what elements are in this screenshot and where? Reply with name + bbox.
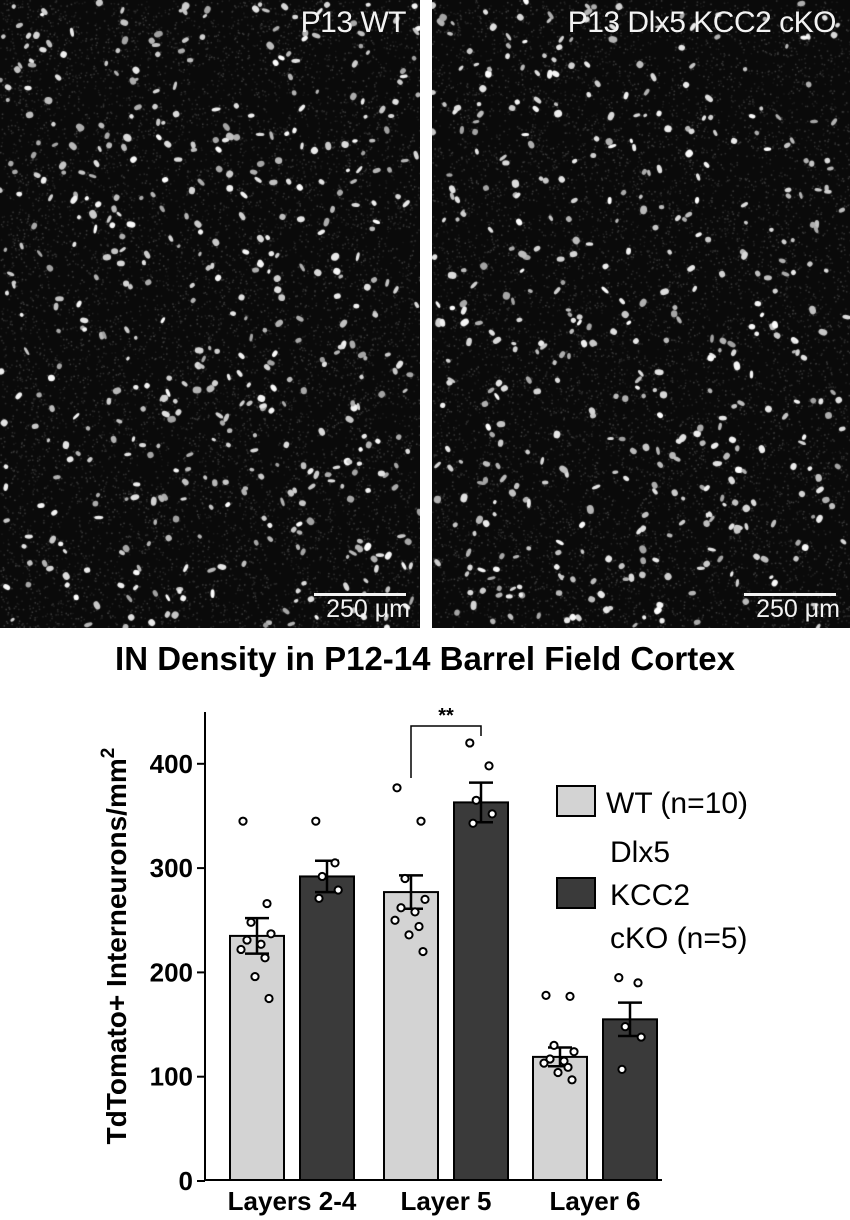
scale-bar-ko-label: 250 μm	[756, 595, 840, 623]
data-point	[484, 761, 494, 771]
data-point	[549, 1040, 559, 1051]
data-point	[314, 893, 324, 903]
y-tick-label: 400	[150, 749, 193, 779]
data-point	[545, 1054, 555, 1064]
data-point	[465, 738, 475, 748]
data-point	[330, 858, 340, 868]
legend-label-cko-line: KCC2	[610, 879, 690, 912]
data-point	[539, 1058, 549, 1068]
data-point	[410, 907, 420, 917]
legend-swatch-wt	[556, 785, 596, 817]
bar-cko	[602, 1018, 658, 1182]
bar-cko	[299, 875, 355, 1181]
data-point	[636, 1032, 646, 1042]
data-point	[565, 991, 575, 1001]
data-point	[242, 935, 252, 945]
data-point	[569, 1047, 579, 1057]
bar-wt	[383, 891, 439, 1181]
significance-stars: **	[438, 705, 454, 727]
data-point	[471, 795, 481, 805]
data-point	[396, 903, 406, 913]
data-point	[262, 898, 272, 909]
scale-bar-wt-label: 250 μm	[326, 595, 410, 623]
y-axis-label-text: TdTomato+ Interneurons/mm	[101, 758, 132, 1144]
scale-bar-ko	[744, 593, 836, 596]
y-tick-label: 300	[150, 853, 193, 883]
data-point	[317, 871, 327, 882]
data-point	[541, 990, 551, 1000]
x-tick-label: Layer 6	[549, 1186, 640, 1216]
data-point	[468, 818, 478, 828]
y-axis-label: TdTomato+ Interneurons/mm2	[98, 748, 132, 1145]
micrograph-ko: P13 Dlx5 KCC2 cKO 250 μm	[432, 0, 850, 628]
micrograph-wt-label: P13 WT	[300, 6, 407, 39]
data-point	[420, 894, 430, 904]
bar-cko	[453, 801, 509, 1181]
data-point	[563, 1062, 573, 1072]
data-point	[567, 1075, 577, 1085]
data-point	[614, 973, 624, 983]
data-point	[256, 939, 266, 949]
x-tick-label: Layer 5	[400, 1186, 491, 1216]
data-point	[238, 816, 248, 826]
data-point	[390, 915, 400, 925]
data-point	[418, 946, 428, 957]
chart-title: IN Density in P12-14 Barrel Field Cortex	[115, 640, 735, 677]
data-point	[633, 978, 643, 988]
micrograph-ko-label: P13 Dlx5 KCC2 cKO	[567, 6, 837, 39]
data-point	[404, 930, 414, 940]
data-point	[260, 953, 270, 963]
micrograph-ko-image	[432, 0, 850, 628]
legend-label-cko-line: Dlx5	[610, 836, 670, 869]
significance-bracket	[410, 725, 482, 778]
bar-wt	[229, 934, 285, 1182]
x-tick-label: Layers 2-4	[228, 1186, 357, 1216]
y-axis-label-superscript: 2	[98, 748, 119, 759]
data-point	[333, 885, 343, 895]
data-point	[414, 921, 424, 932]
legend-swatch-cko	[556, 877, 596, 909]
micrograph-wt: P13 WT 250 μm	[0, 0, 420, 628]
data-point	[266, 929, 276, 939]
data-point	[559, 1056, 569, 1066]
legend-label-wt: WT (n=10)	[606, 787, 748, 820]
data-point	[487, 809, 497, 819]
micrograph-wt-image	[0, 0, 420, 628]
legend-label-cko-line: cKO (n=5)	[610, 922, 748, 955]
data-point	[392, 783, 402, 793]
scale-bar-wt	[314, 593, 406, 596]
data-point	[617, 1064, 627, 1074]
data-point	[416, 816, 426, 826]
data-point	[400, 873, 410, 884]
data-point	[553, 1067, 563, 1078]
bar-wt	[532, 1055, 588, 1182]
data-point	[250, 971, 260, 982]
y-tick-label: 200	[150, 957, 193, 987]
data-point	[264, 993, 274, 1004]
data-point	[620, 1022, 630, 1032]
data-point	[311, 816, 321, 826]
data-point	[236, 944, 246, 955]
data-point	[246, 917, 256, 927]
y-tick-label: 0	[179, 1166, 193, 1196]
y-tick-label: 100	[150, 1062, 193, 1092]
